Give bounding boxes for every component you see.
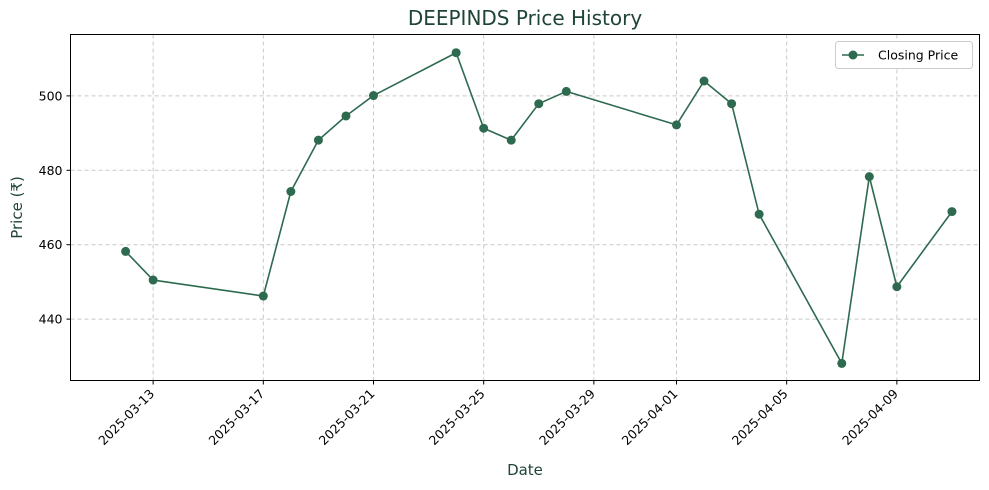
data-point: [451, 48, 461, 58]
data-point: [864, 172, 874, 182]
x-tick-label: 2025-03-13: [95, 386, 157, 448]
data-point: [727, 99, 737, 109]
series-line: [125, 51, 953, 365]
series-line-layer: [125, 51, 953, 365]
legend: Closing Price: [835, 41, 973, 69]
data-point: [313, 135, 323, 145]
data-point: [561, 86, 571, 96]
chart-title: DEEPINDS Price History: [408, 6, 643, 30]
data-point: [506, 135, 516, 145]
data-point: [286, 187, 296, 197]
x-tick-label: 2025-04-01: [619, 386, 681, 448]
data-point: [947, 207, 957, 217]
legend-box: [835, 41, 973, 69]
x-tick-label: 2025-03-25: [426, 386, 488, 448]
data-point: [534, 99, 544, 109]
data-point: [754, 209, 764, 219]
y-tick-label: 460: [39, 237, 63, 252]
axis-ticks: 2025-03-13 2025-03-17 2025-03-21 2025-03-25…: [39, 88, 901, 448]
legend-label: Closing Price: [878, 48, 958, 63]
data-point: [341, 111, 351, 121]
y-tick-label: 500: [39, 88, 63, 103]
data-point: [672, 120, 681, 130]
data-point: [369, 91, 378, 101]
legend-marker-swatch: [848, 50, 858, 60]
x-tick-label: 2025-04-09: [839, 386, 901, 448]
x-tick-label: 2025-03-29: [536, 386, 598, 448]
y-tick-label: 440: [39, 312, 63, 327]
y-axis-label: Price (₹): [8, 176, 26, 239]
y-tick-label: 480: [39, 163, 63, 178]
data-point: [892, 282, 902, 292]
data-point: [258, 291, 268, 301]
data-point: [837, 358, 847, 368]
data-point: [121, 246, 131, 256]
x-tick-label: 2025-04-05: [729, 386, 791, 448]
series-points-layer: [121, 48, 957, 368]
x-tick-label: 2025-03-21: [316, 386, 378, 448]
x-tick-label: 2025-03-17: [205, 386, 267, 448]
grid-layer: [70, 34, 980, 381]
x-axis-label: Date: [507, 461, 543, 479]
data-point: [699, 76, 709, 86]
plot-frame: [70, 34, 980, 381]
data-point: [479, 123, 489, 133]
data-point: [148, 275, 158, 285]
